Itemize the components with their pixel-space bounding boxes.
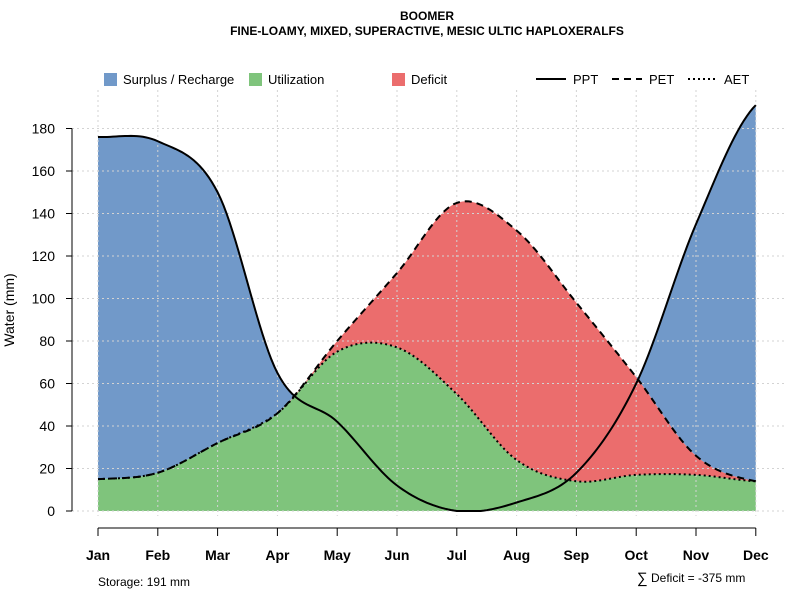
series-line-aet: [97, 341, 756, 483]
deficit-area: [98, 201, 756, 482]
deficit-sum-symbol: ∑: [637, 570, 648, 587]
legend: Surplus / Recharge Utilization Deficit P…: [104, 72, 749, 87]
series-line-ppt: [97, 104, 757, 512]
x-tick-label: May: [324, 547, 351, 563]
series-line-pet: [97, 200, 757, 483]
y-tick-label: 100: [32, 291, 56, 307]
x-tick-label: Mar: [205, 547, 230, 563]
y-tick-label: 80: [39, 333, 55, 349]
legend-label-utilization: Utilization: [268, 72, 324, 87]
chart-subtitle: FINE-LOAMY, MIXED, SUPERACTIVE, MESIC UL…: [230, 24, 624, 38]
x-tick-label: Sep: [564, 547, 590, 563]
y-tick-label: 40: [39, 418, 55, 434]
y-tick-label: 60: [39, 376, 55, 392]
legend-label-deficit: Deficit: [411, 72, 448, 87]
y-tick-label: 0: [47, 503, 55, 519]
chart-title: BOOMER: [400, 9, 454, 23]
y-tick-label: 120: [32, 248, 56, 264]
legend-label-ppt: PPT: [573, 72, 598, 87]
x-tick-label: Jan: [86, 547, 110, 563]
y-tick-label: 140: [32, 206, 56, 222]
x-tick-label: Oct: [625, 547, 649, 563]
x-tick-label: Nov: [683, 547, 710, 563]
deficit-sum-note: Deficit = -375 mm: [651, 571, 745, 585]
legend-swatch-surplus: [104, 73, 117, 86]
area-fills: [98, 105, 756, 511]
y-tick-label: 20: [39, 461, 55, 477]
surplus-area: [98, 105, 756, 482]
legend-swatch-utilization: [249, 73, 262, 86]
x-tick-label: Feb: [145, 547, 170, 563]
legend-label-aet: AET: [724, 72, 749, 87]
legend-swatch-deficit: [392, 73, 405, 86]
x-tick-label: Aug: [503, 547, 530, 563]
axes: 0 20 40 60 80 100 120 140 160 180 Jan Feb Mar Apr May J…: [32, 121, 769, 564]
x-tick-label: Jun: [385, 547, 410, 563]
x-tick-label: Jul: [447, 547, 467, 563]
x-tick-label: Apr: [265, 547, 290, 563]
y-tick-label: 160: [32, 163, 56, 179]
legend-label-pet: PET: [649, 72, 674, 87]
legend-label-surplus: Surplus / Recharge: [123, 72, 234, 87]
x-tick-label: Dec: [743, 547, 769, 563]
gridlines: [72, 90, 784, 516]
series-lines: [97, 104, 757, 512]
storage-note: Storage: 191 mm: [98, 575, 190, 589]
y-tick-label: 180: [32, 121, 56, 137]
y-axis-label: Water (mm): [1, 273, 17, 346]
